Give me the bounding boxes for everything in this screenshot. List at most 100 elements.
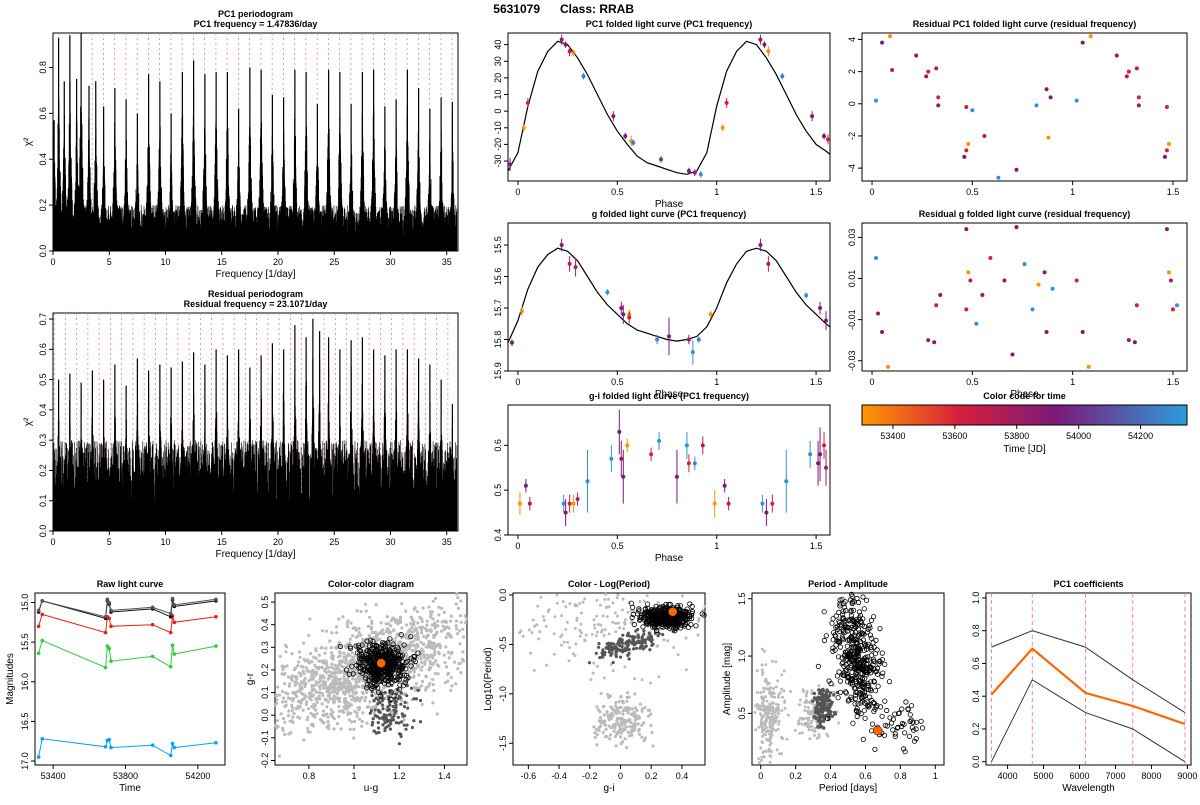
light-curve-point <box>172 603 177 607</box>
population-point <box>296 704 300 708</box>
data-point <box>1164 105 1169 109</box>
population-point <box>420 702 424 707</box>
data-point <box>886 364 891 369</box>
y-tick-label: -20 <box>493 138 503 151</box>
population-point <box>352 736 356 740</box>
population-point <box>324 646 328 650</box>
population-point <box>362 675 369 681</box>
population-point <box>783 706 787 710</box>
population-point <box>876 661 882 667</box>
population-point <box>892 711 898 717</box>
population-point <box>861 708 867 714</box>
population-point <box>597 642 601 646</box>
data-point <box>970 108 975 113</box>
population-point <box>595 733 600 737</box>
population-point <box>868 664 874 670</box>
population-point <box>448 619 453 623</box>
population-point <box>327 723 331 727</box>
x-axis-label: Frequency [1/day] <box>215 269 295 280</box>
population-point <box>349 663 355 669</box>
population-point <box>782 669 786 673</box>
population-point <box>777 719 781 723</box>
population-point <box>326 677 330 681</box>
population-point <box>826 678 832 684</box>
data-point <box>659 157 664 162</box>
population-point <box>605 710 609 714</box>
population-point <box>777 722 781 726</box>
data-point <box>690 350 695 355</box>
population-point <box>777 695 780 699</box>
population-point <box>620 723 624 727</box>
population-point <box>583 639 587 643</box>
population-point <box>361 659 367 665</box>
population-point <box>846 697 852 703</box>
population-point <box>841 663 847 669</box>
y-tick-label: 15.0 <box>20 594 30 612</box>
light-curve-point <box>107 737 111 742</box>
population-point <box>825 705 829 710</box>
population-point <box>437 605 441 609</box>
data-point <box>521 125 526 130</box>
population-point <box>677 620 683 626</box>
population-point <box>621 719 625 723</box>
population-point <box>769 741 773 745</box>
population-point <box>448 634 452 638</box>
population-point <box>621 633 625 637</box>
population-point <box>351 626 355 630</box>
population-point <box>360 724 364 728</box>
population-point <box>342 685 346 689</box>
population-point <box>638 646 642 650</box>
population-point <box>807 728 811 732</box>
population-point <box>404 651 408 655</box>
population-point <box>354 628 358 632</box>
x-tick-label: 0 <box>870 377 875 387</box>
population-point <box>861 606 867 612</box>
population-point <box>532 669 536 672</box>
population-point <box>632 714 636 718</box>
population-point <box>774 709 778 713</box>
population-point <box>322 721 326 725</box>
population-point <box>842 599 848 605</box>
population-point <box>607 597 610 601</box>
population-point <box>780 687 784 691</box>
population-point <box>542 618 546 622</box>
population-point <box>701 608 705 612</box>
population-point <box>599 691 603 696</box>
plot-frame <box>34 592 226 766</box>
chart-title: PC1 periodogram <box>218 9 293 19</box>
data-point <box>517 501 522 506</box>
population-point <box>697 619 701 623</box>
population-point <box>649 635 654 639</box>
population-point <box>860 684 867 690</box>
population-point <box>623 647 628 651</box>
population-point <box>367 615 372 619</box>
population-point <box>425 636 429 640</box>
population-point <box>608 733 613 737</box>
population-point <box>398 616 402 620</box>
population-point <box>659 609 665 616</box>
population-point <box>623 706 627 710</box>
population-point <box>412 719 416 723</box>
data-point <box>621 474 626 479</box>
population-point <box>664 617 670 623</box>
population-point <box>835 626 841 633</box>
chart-residual_pc1_folded: Residual PC1 folded light curve (residua… <box>847 19 1188 197</box>
y-tick-label: -0.2 <box>260 753 270 769</box>
population-point <box>592 661 596 665</box>
data-point <box>874 255 879 260</box>
population-point <box>300 691 304 696</box>
population-point <box>411 654 418 660</box>
population-point <box>396 715 400 720</box>
population-point <box>761 730 764 734</box>
population-point <box>618 626 622 630</box>
population-point <box>854 689 860 695</box>
population-point <box>626 610 630 614</box>
population-point <box>412 685 416 690</box>
data-point <box>700 443 705 448</box>
population-point <box>280 726 285 731</box>
y-tick-label: 0.8 <box>971 624 981 637</box>
population-point <box>609 653 613 658</box>
population-point <box>840 615 846 621</box>
data-point <box>818 306 823 311</box>
